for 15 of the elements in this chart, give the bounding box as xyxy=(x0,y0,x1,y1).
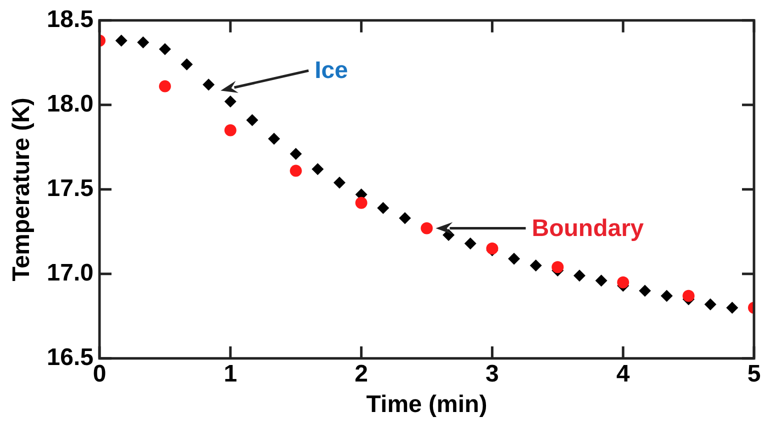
series-label: Boundary xyxy=(532,214,644,242)
y-tick-label: 17.0 xyxy=(46,260,94,287)
x-axis-title: Time (min) xyxy=(366,391,488,418)
y-tick-label: 16.5 xyxy=(46,344,94,372)
text: Ice xyxy=(314,57,348,84)
x-tick-label: 5 xyxy=(747,360,761,388)
x-tick-label: 3 xyxy=(486,360,499,388)
x-tick-label: 4 xyxy=(616,360,630,388)
y-tick-label: 18.0 xyxy=(46,90,94,118)
x-tick-label: 1 xyxy=(224,360,238,388)
x-tick-label: 0 xyxy=(92,360,106,388)
y-axis-title: Temperature (K) xyxy=(8,98,36,282)
y-tick-label: 17.5 xyxy=(46,175,94,202)
y-tick-label: 18.5 xyxy=(46,6,94,34)
x-tick-label: 2 xyxy=(354,360,368,388)
